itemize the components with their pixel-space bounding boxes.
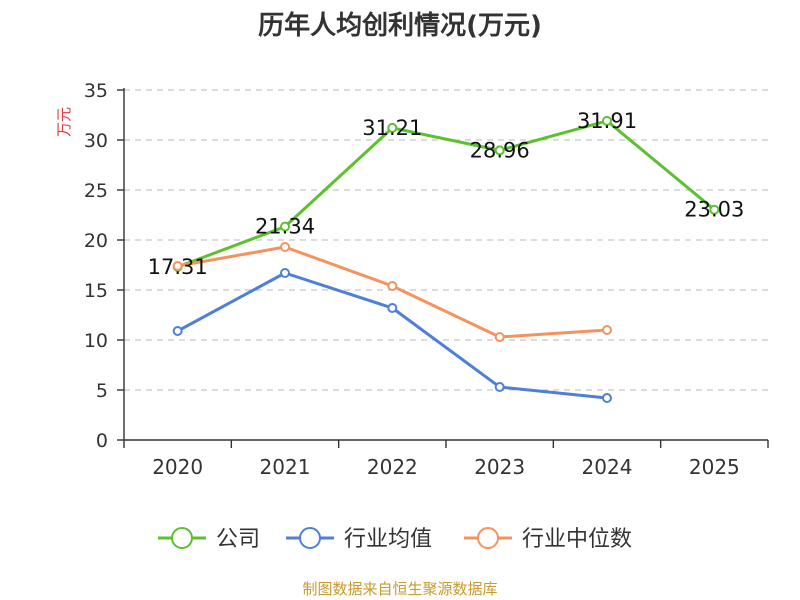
legend-item-0[interactable]: 公司 (158, 527, 260, 552)
data-point[interactable] (387, 303, 398, 313)
data-point[interactable] (280, 221, 290, 232)
series-0 (172, 115, 720, 272)
data-labels: 17.31 21.34 31.21 28.96 31.91 23.03 (148, 109, 745, 279)
legend-label: 公司 (216, 527, 260, 552)
data-point[interactable] (602, 393, 612, 403)
data-label: 21.34 (255, 215, 315, 239)
y-tick-label: 30 (84, 130, 108, 152)
data-label: 17.31 (148, 255, 208, 279)
data-point[interactable] (280, 268, 290, 278)
y-tick-label: 25 (84, 180, 108, 202)
y-axis-label: 万元 (55, 107, 73, 137)
data-point[interactable] (709, 204, 720, 215)
data-point[interactable] (494, 145, 505, 156)
x-tick-label: 2024 (582, 455, 633, 479)
legend-item-2[interactable]: 行业中位数 (464, 527, 632, 552)
data-point[interactable] (172, 326, 183, 336)
legend-label: 行业均值 (344, 527, 432, 552)
x-tick-label: 2021 (260, 455, 311, 479)
y-tick-label: 20 (84, 230, 108, 252)
data-point[interactable] (494, 332, 505, 342)
y-tick-label: 0 (96, 430, 108, 452)
x-tick-label: 2020 (152, 455, 203, 479)
data-point[interactable] (602, 325, 612, 335)
data-point[interactable] (172, 261, 183, 271)
series-1 (172, 268, 612, 403)
data-label: 28.96 (470, 138, 530, 162)
y-tick-label: 5 (96, 380, 108, 402)
series-line (177, 119, 716, 269)
y-tick-label: 10 (84, 330, 108, 352)
legend-marker (171, 527, 193, 549)
x-tick-label: 2022 (367, 455, 418, 479)
y-tick-label: 15 (84, 280, 108, 302)
y-tick-label: 35 (84, 80, 108, 102)
data-label: 31.91 (577, 109, 637, 133)
data-point[interactable] (387, 122, 398, 133)
legend-marker (299, 527, 321, 549)
x-tick-label: 2025 (689, 455, 740, 479)
data-point[interactable] (387, 281, 398, 291)
chart-title: 历年人均创利情况(万元) (258, 10, 542, 41)
series-line (177, 245, 608, 339)
legend[interactable]: 公司 行业均值 行业中位数 (158, 527, 632, 552)
source-note: 制图数据来自恒生聚源数据库 (302, 580, 497, 598)
grid-lines (124, 89, 768, 391)
data-point[interactable] (494, 382, 505, 392)
x-tick-label: 2023 (474, 455, 525, 479)
series-lines (172, 115, 720, 403)
data-point[interactable] (280, 242, 290, 252)
data-label: 31.21 (362, 116, 422, 140)
series-2 (172, 242, 612, 342)
legend-marker (477, 527, 499, 549)
legend-item-1[interactable]: 行业均值 (286, 527, 432, 552)
data-label: 23.03 (684, 198, 744, 222)
data-point[interactable] (602, 115, 612, 126)
legend-label: 行业中位数 (522, 527, 632, 552)
